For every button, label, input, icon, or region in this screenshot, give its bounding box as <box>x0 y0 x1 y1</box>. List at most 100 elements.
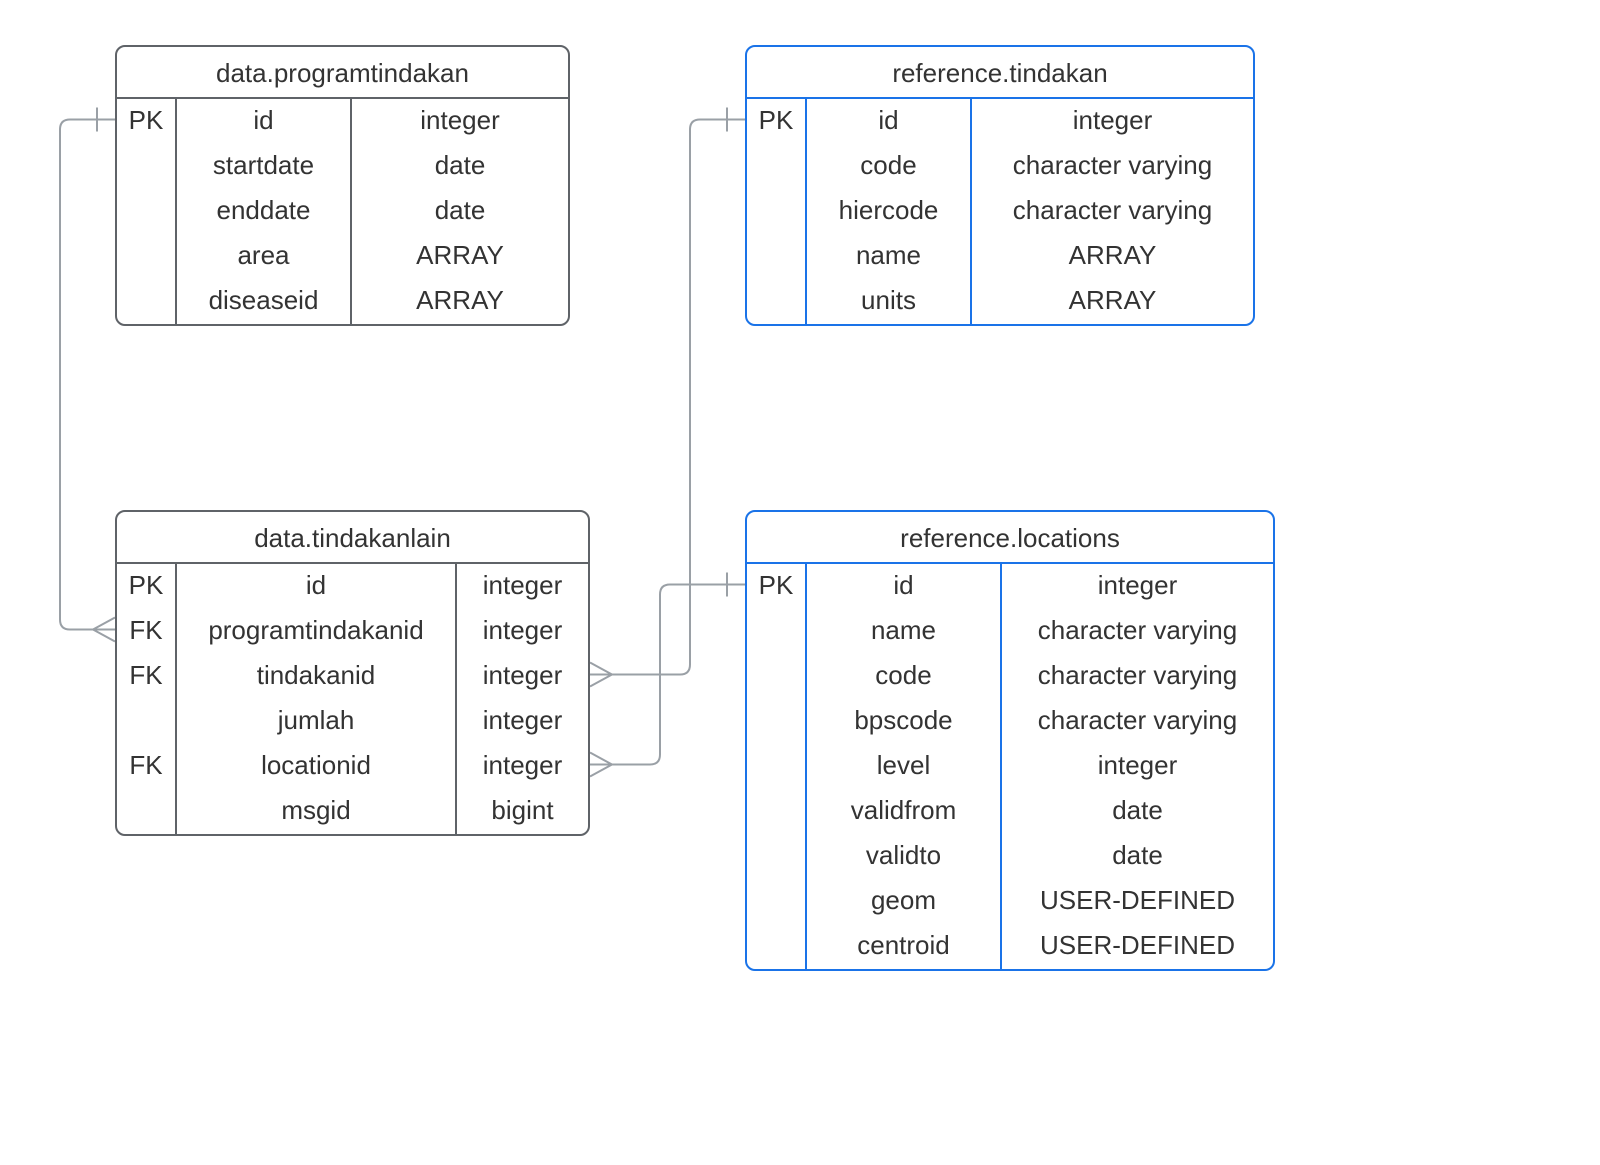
key-cell: PK <box>747 99 807 144</box>
key-cell <box>747 924 807 969</box>
key-cell <box>117 144 177 189</box>
key-cell <box>117 234 177 279</box>
key-cell <box>747 234 807 279</box>
table-row: codecharacter varying <box>747 144 1253 189</box>
table-row: validfromdate <box>747 789 1273 834</box>
type-cell: integer <box>972 99 1253 144</box>
key-cell: FK <box>117 744 177 789</box>
table-row: FKprogramtindakanidinteger <box>117 609 588 654</box>
table-row: bpscodecharacter varying <box>747 699 1273 744</box>
table-row: FKlocationidinteger <box>117 744 588 789</box>
key-cell <box>747 699 807 744</box>
name-cell: msgid <box>177 789 457 834</box>
key-cell <box>747 609 807 654</box>
name-cell: locationid <box>177 744 457 789</box>
name-cell: id <box>177 564 457 609</box>
entity-programtindakan: data.programtindakanPKidintegerstartdate… <box>115 45 570 326</box>
name-cell: enddate <box>177 189 352 234</box>
table-row: jumlahinteger <box>117 699 588 744</box>
type-cell: integer <box>457 699 588 744</box>
name-cell: hiercode <box>807 189 972 234</box>
type-cell: bigint <box>457 789 588 834</box>
type-cell: character varying <box>972 144 1253 189</box>
name-cell: startdate <box>177 144 352 189</box>
entity-title: reference.locations <box>747 512 1273 564</box>
table-row: levelinteger <box>747 744 1273 789</box>
name-cell: name <box>807 609 1002 654</box>
type-cell: character varying <box>1002 654 1273 699</box>
relationship-edge <box>590 585 745 765</box>
name-cell: diseaseid <box>177 279 352 324</box>
name-cell: tindakanid <box>177 654 457 699</box>
name-cell: geom <box>807 879 1002 924</box>
key-cell <box>117 699 177 744</box>
type-cell: integer <box>1002 564 1273 609</box>
key-cell: PK <box>117 99 177 144</box>
type-cell: character varying <box>1002 699 1273 744</box>
key-cell <box>747 744 807 789</box>
table-row: msgidbigint <box>117 789 588 834</box>
key-cell <box>747 144 807 189</box>
key-cell <box>117 189 177 234</box>
table-row: diseaseidARRAY <box>117 279 568 324</box>
table-row: centroidUSER-DEFINED <box>747 924 1273 969</box>
relationship-edge <box>590 120 745 675</box>
name-cell: validfrom <box>807 789 1002 834</box>
er-diagram: data.programtindakanPKidintegerstartdate… <box>0 0 1600 1165</box>
key-cell: PK <box>117 564 177 609</box>
key-cell: FK <box>117 609 177 654</box>
type-cell: USER-DEFINED <box>1002 879 1273 924</box>
table-row: FKtindakanidinteger <box>117 654 588 699</box>
entity-tindakanlain: data.tindakanlainPKidintegerFKprogramtin… <box>115 510 590 836</box>
type-cell: integer <box>1002 744 1273 789</box>
type-cell: integer <box>457 564 588 609</box>
name-cell: jumlah <box>177 699 457 744</box>
type-cell: date <box>352 189 568 234</box>
name-cell: centroid <box>807 924 1002 969</box>
key-cell <box>747 654 807 699</box>
type-cell: integer <box>457 654 588 699</box>
key-cell <box>747 879 807 924</box>
key-cell <box>117 279 177 324</box>
type-cell: ARRAY <box>972 234 1253 279</box>
type-cell: character varying <box>972 189 1253 234</box>
table-row: unitsARRAY <box>747 279 1253 324</box>
key-cell <box>117 789 177 834</box>
table-row: geomUSER-DEFINED <box>747 879 1273 924</box>
type-cell: ARRAY <box>352 279 568 324</box>
type-cell: character varying <box>1002 609 1273 654</box>
table-row: startdatedate <box>117 144 568 189</box>
type-cell: date <box>352 144 568 189</box>
key-cell: FK <box>117 654 177 699</box>
table-row: validtodate <box>747 834 1273 879</box>
table-row: areaARRAY <box>117 234 568 279</box>
name-cell: programtindakanid <box>177 609 457 654</box>
relationship-edge <box>60 120 115 630</box>
type-cell: date <box>1002 789 1273 834</box>
name-cell: units <box>807 279 972 324</box>
entity-locations: reference.locationsPKidintegernamecharac… <box>745 510 1275 971</box>
name-cell: validto <box>807 834 1002 879</box>
key-cell <box>747 189 807 234</box>
name-cell: id <box>807 99 972 144</box>
table-row: hiercodecharacter varying <box>747 189 1253 234</box>
name-cell: id <box>177 99 352 144</box>
name-cell: level <box>807 744 1002 789</box>
name-cell: id <box>807 564 1002 609</box>
entity-title: reference.tindakan <box>747 47 1253 99</box>
type-cell: integer <box>352 99 568 144</box>
entity-title: data.programtindakan <box>117 47 568 99</box>
name-cell: area <box>177 234 352 279</box>
table-row: PKidinteger <box>747 99 1253 144</box>
name-cell: code <box>807 144 972 189</box>
table-row: enddatedate <box>117 189 568 234</box>
table-row: PKidinteger <box>117 564 588 609</box>
name-cell: name <box>807 234 972 279</box>
entity-title: data.tindakanlain <box>117 512 588 564</box>
type-cell: ARRAY <box>352 234 568 279</box>
table-row: codecharacter varying <box>747 654 1273 699</box>
type-cell: integer <box>457 609 588 654</box>
name-cell: bpscode <box>807 699 1002 744</box>
key-cell: PK <box>747 564 807 609</box>
type-cell: integer <box>457 744 588 789</box>
